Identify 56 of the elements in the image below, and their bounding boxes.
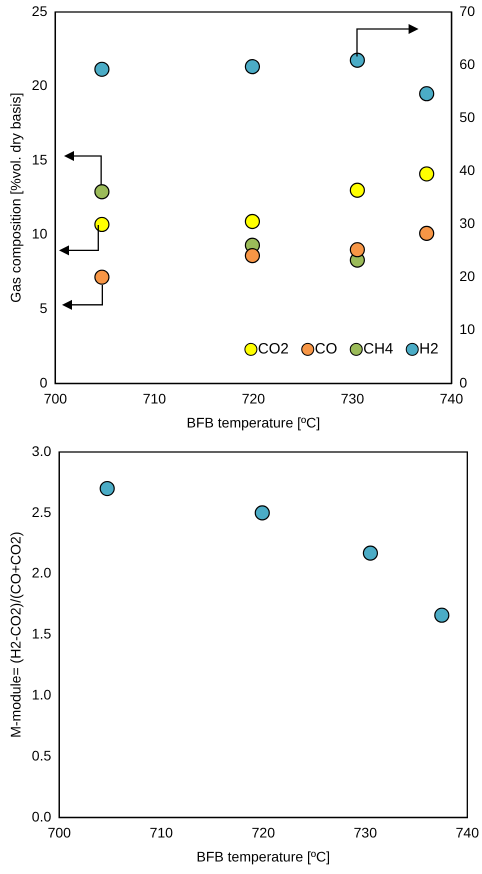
y2-tick-label: 20 bbox=[459, 268, 476, 284]
x-tick-label: 700 bbox=[48, 824, 72, 841]
y-tick-label: 15 bbox=[32, 151, 48, 168]
point bbox=[350, 182, 365, 198]
point bbox=[254, 505, 270, 520]
y2-tick-label: 60 bbox=[459, 56, 476, 72]
y2-tick-label: 40 bbox=[459, 162, 476, 178]
y-tick-label: 10 bbox=[32, 226, 48, 242]
y-tick-label: 2.5 bbox=[32, 504, 52, 520]
y-tick-label: 20 bbox=[32, 77, 48, 94]
point bbox=[350, 52, 365, 68]
point bbox=[419, 226, 434, 241]
y-tick-label: 1.5 bbox=[32, 626, 52, 642]
y-tick-label: 2.0 bbox=[32, 564, 52, 581]
point bbox=[434, 608, 450, 623]
y2-tick-label: 0 bbox=[459, 374, 468, 390]
x-tick-label: 700 bbox=[44, 390, 68, 407]
point bbox=[419, 86, 434, 102]
x-tick-label: 730 bbox=[354, 824, 378, 841]
x-tick-label: 740 bbox=[440, 390, 464, 407]
point bbox=[100, 480, 115, 496]
y2-tick-label: 30 bbox=[459, 215, 476, 232]
point bbox=[419, 166, 434, 182]
y2-tick-label: 10 bbox=[459, 321, 476, 338]
x-tick-label: 720 bbox=[252, 824, 276, 841]
point bbox=[94, 270, 110, 285]
x-axis-title: BFB temperature [ºC] bbox=[196, 848, 330, 864]
legend-label: CO2 bbox=[258, 340, 289, 358]
point bbox=[244, 59, 260, 74]
point bbox=[362, 545, 378, 561]
point bbox=[244, 214, 260, 230]
y-axis-title: M-module= (H2-CO2)/(CO+CO2) bbox=[7, 532, 24, 738]
legend-label: H2 bbox=[419, 340, 438, 358]
y2-tick-label: 70 bbox=[459, 2, 476, 19]
y-tick-label: 0.5 bbox=[32, 747, 52, 764]
y-tick-label: 0.0 bbox=[32, 808, 52, 824]
legend-label: CH4 bbox=[363, 340, 394, 358]
y-tick-label: 5 bbox=[40, 300, 48, 316]
y-tick-label: 25 bbox=[32, 2, 48, 19]
y2-tick-label: 50 bbox=[459, 108, 476, 125]
y-axis-title: Gas composition [%vol. dry basis] bbox=[7, 92, 24, 303]
point bbox=[244, 248, 260, 264]
y-tick-label: 1.0 bbox=[32, 686, 52, 702]
x-tick-label: 720 bbox=[242, 390, 266, 407]
x-axis-title: BFB temperature [ºC] bbox=[186, 414, 320, 430]
x-tick-label: 710 bbox=[150, 824, 174, 841]
point bbox=[94, 216, 110, 232]
point bbox=[94, 184, 110, 200]
y-tick-label: 3.0 bbox=[32, 442, 52, 459]
x-tick-label: 710 bbox=[142, 390, 166, 407]
x-tick-label: 730 bbox=[340, 390, 364, 407]
legend-label: CO bbox=[314, 340, 338, 358]
point bbox=[94, 62, 110, 77]
y-tick-label: 0 bbox=[40, 374, 48, 390]
x-tick-label: 740 bbox=[456, 824, 480, 841]
point bbox=[350, 242, 365, 258]
